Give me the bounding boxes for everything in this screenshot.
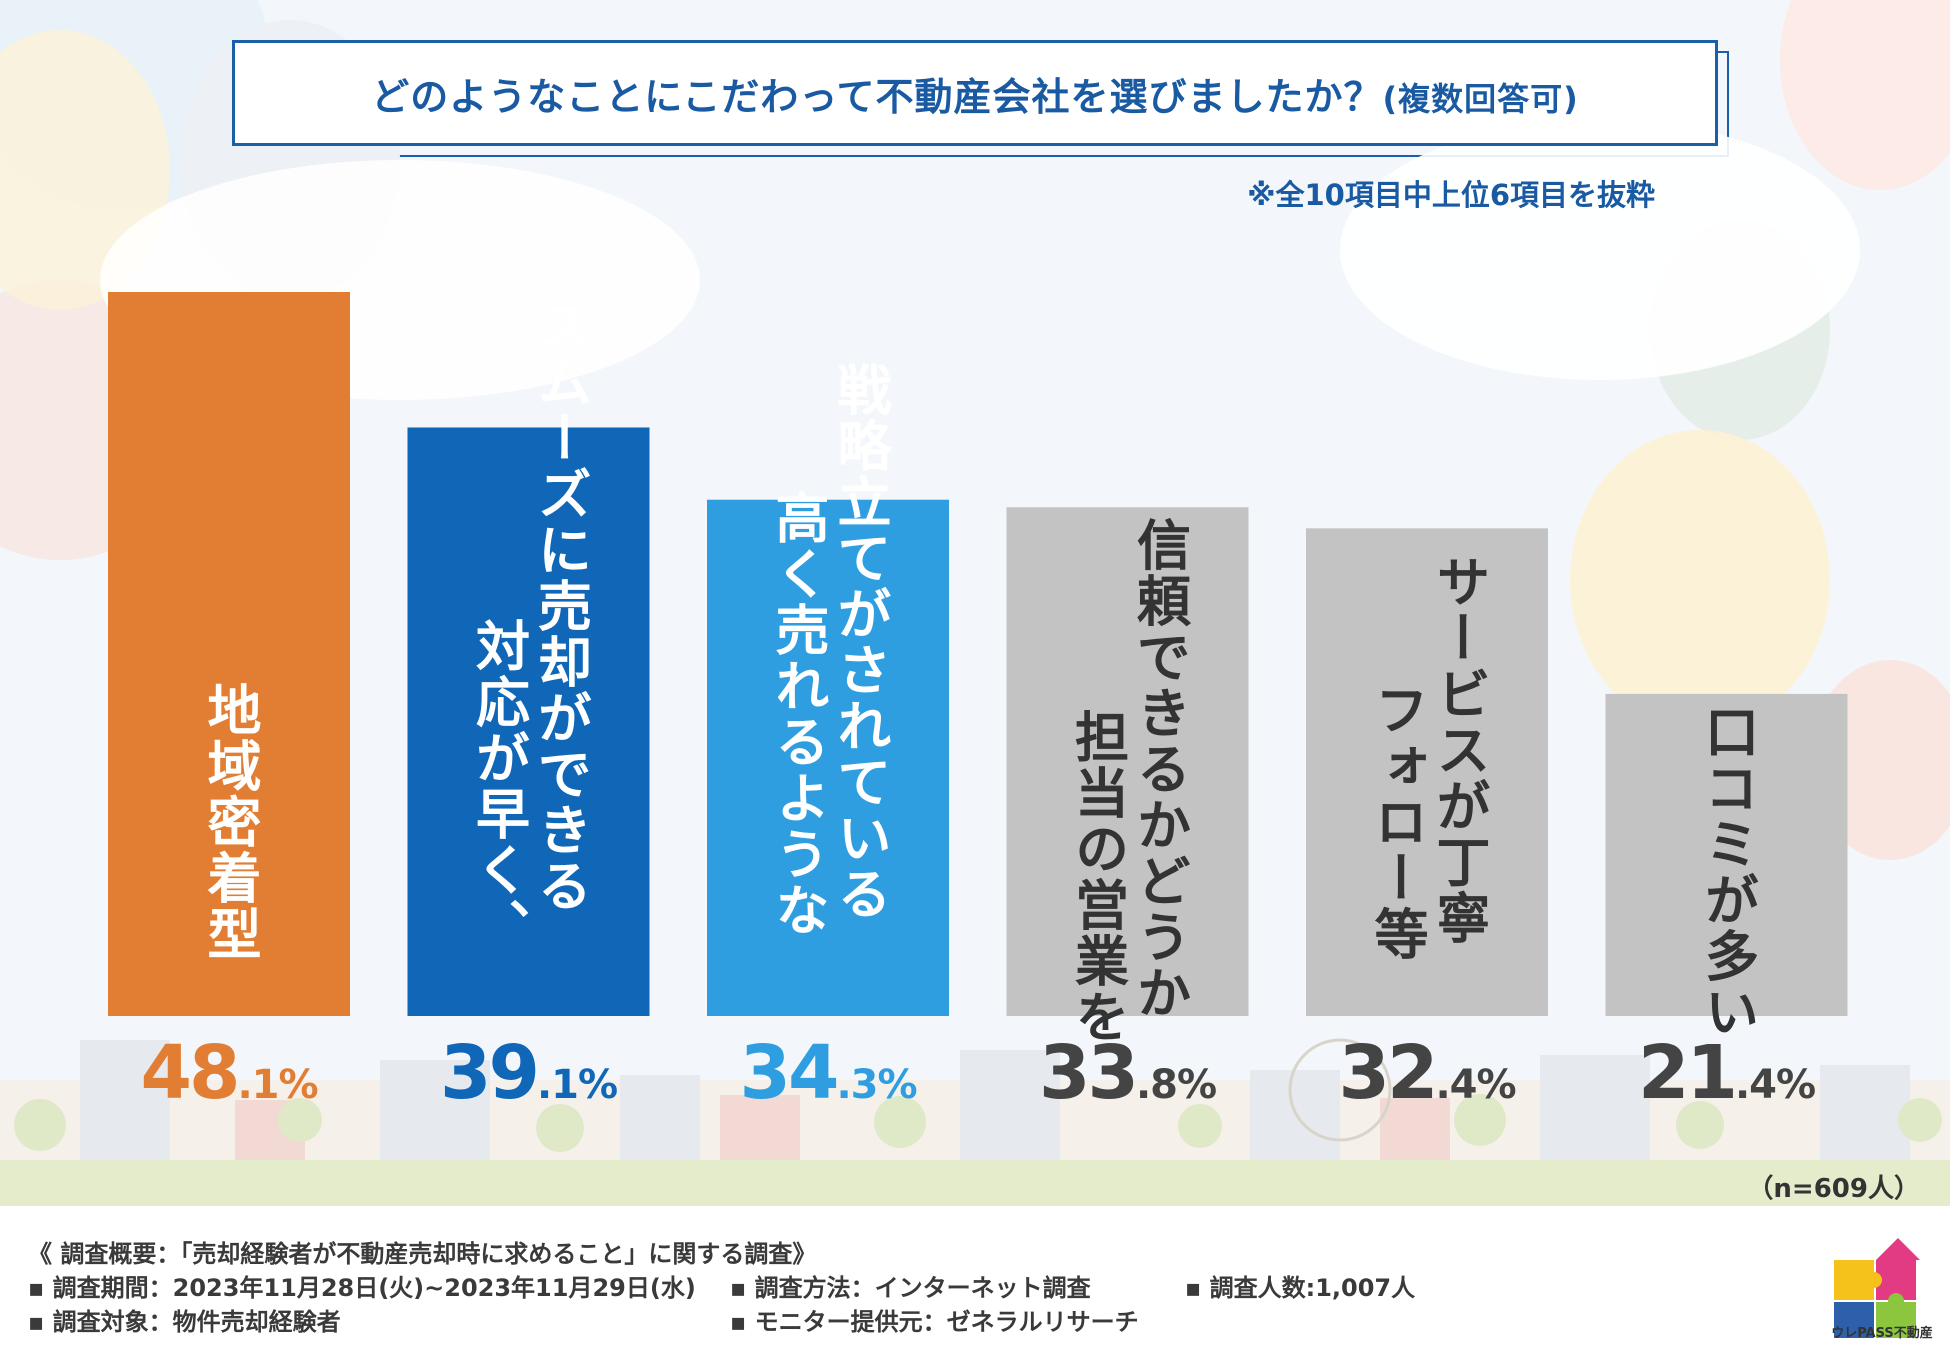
bar-label-1: 地域密着型 (198, 682, 261, 962)
bar-1 (108, 292, 350, 1016)
survey-overview: 《 調査概要：「売却経験者が不動産売却時に求めること」に関する調査》 (28, 1240, 817, 1268)
excerpt-note: ※全10項目中上位6項目を抜粋 (1247, 178, 1655, 212)
survey-provider: ▪ モニター提供元：ゼネラルリサーチ (730, 1308, 1139, 1336)
chart-title-box: どのようなことにこだわって不動産会社を選びましたか？(複数回答可) (232, 40, 1729, 157)
value-label-4: 33.8% (1008, 1030, 1248, 1116)
bar-label-4-line-2: 担当の営業を (1065, 709, 1129, 1046)
bar-label-3-line-1: 戦略立てがされている (828, 362, 891, 922)
bar-label-2-line-2: 対応が早く、 (466, 618, 530, 954)
bar-6 (1605, 693, 1848, 1016)
bar-5 (1306, 528, 1548, 1016)
bar-label-5-line-2: フォロー等 (1365, 682, 1428, 962)
bar-label-4: 信頼できるかどうか 担当の営業を (1065, 517, 1191, 1046)
value-label-6: 21.4% (1607, 1030, 1847, 1116)
survey-count: ▪ 調査人数:1,007人 (1185, 1274, 1416, 1302)
bar-4 (1006, 507, 1249, 1016)
value-label-1-decimal: .1% (237, 1062, 318, 1108)
brand-logo-text: ウレPASS不動産 (1831, 1326, 1933, 1341)
sample-size: （n=609人） (1747, 1174, 1920, 1204)
value-label-4-integer: 33 (1038, 1030, 1139, 1116)
value-label-4-decimal: .8% (1135, 1062, 1217, 1108)
bar-label-3: 戦略立てがされている 高く売れるような (766, 362, 891, 938)
chart-title-suffix: (複数回答可) (1382, 79, 1579, 118)
bar-label-5-line-1: サービスが丁寧 (1427, 554, 1490, 946)
value-label-2: 39.1% (409, 1030, 649, 1116)
survey-period: ▪ 調査期間：2023年11月28日(火)~2023年11月29日(水) (28, 1274, 696, 1302)
value-label-3-integer: 34 (739, 1030, 839, 1116)
value-label-2-integer: 39 (439, 1030, 540, 1116)
bar-label-3-line-2: 高く売れるような (766, 490, 829, 938)
bar-2 (407, 427, 650, 1016)
value-label-1-integer: 48 (140, 1030, 240, 1116)
value-label-5: 32.4% (1307, 1030, 1547, 1116)
value-label-6-integer: 21 (1637, 1030, 1738, 1116)
value-label-2-decimal: .1% (536, 1062, 618, 1108)
survey-method: ▪ 調査方法：インターネット調査 (730, 1274, 1091, 1302)
value-label-1: 48.1% (109, 1030, 349, 1116)
value-label-6-decimal: .4% (1734, 1062, 1816, 1108)
value-label-5-decimal: .4% (1435, 1062, 1516, 1108)
chart-title: どのようなことにこだわって不動産会社を選びましたか？(複数回答可) (371, 74, 1579, 119)
value-label-5-integer: 32 (1338, 1030, 1438, 1116)
bar-label-5: サービスが丁寧 フォロー等 (1365, 554, 1490, 962)
ground-strip (0, 1160, 1950, 1206)
survey-target: ▪ 調査対象：物件売却経験者 (28, 1308, 341, 1336)
bar-label-6-line-1: 口コミが多い (1695, 703, 1759, 1040)
bar-3 (707, 499, 949, 1016)
value-label-3: 34.3% (708, 1030, 948, 1116)
survey-footer (0, 1206, 1950, 1350)
bar-label-4-line-1: 信頼できるかどうか (1127, 517, 1191, 1022)
value-label-3-decimal: .3% (836, 1062, 917, 1108)
brand-logo-icon (1834, 1238, 1920, 1338)
bar-label-1-line-1: 地域密着型 (198, 682, 261, 962)
bar-label-2-line-1: スムーズに売却ができる (528, 298, 592, 914)
bar-label-2: スムーズに売却ができる 対応が早く、 (466, 298, 592, 954)
bar-label-6: 口コミが多い (1695, 703, 1759, 1040)
